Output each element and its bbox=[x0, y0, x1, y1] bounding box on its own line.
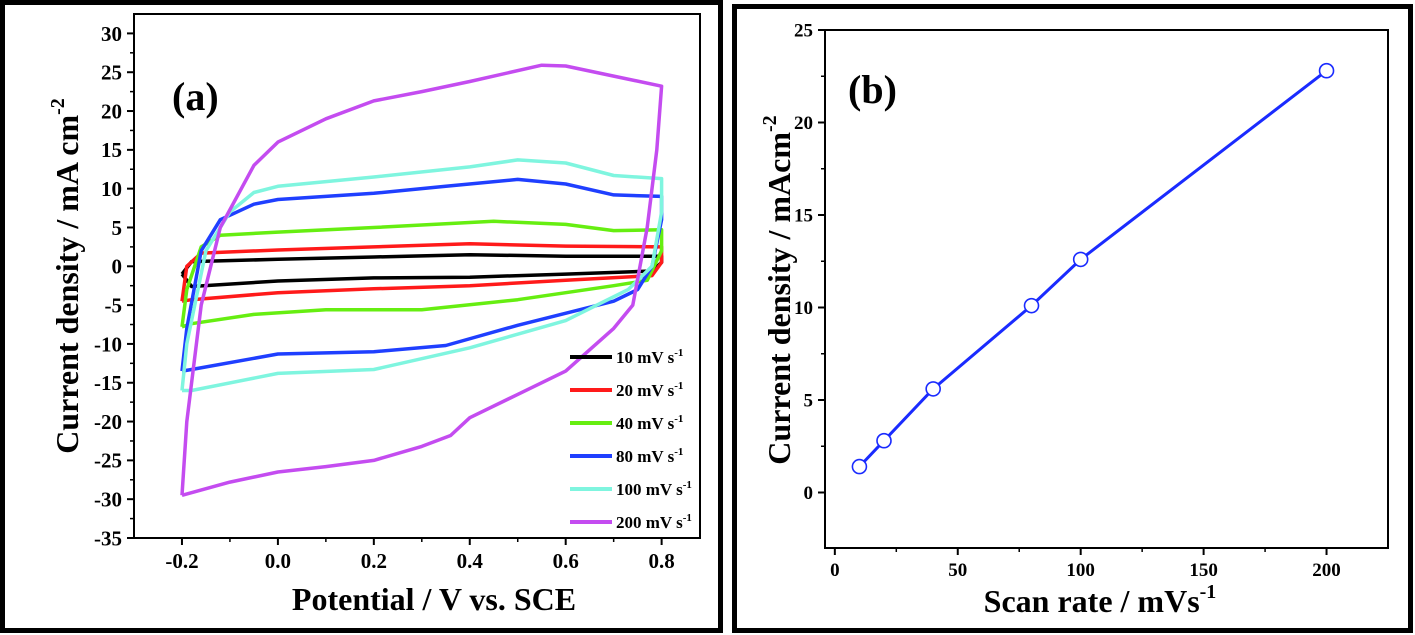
legend-label-sup: -1 bbox=[674, 446, 683, 458]
x-tick-label: 200 bbox=[1312, 560, 1341, 581]
chart-a: -0.2 0.0 0.2 0.4 0.6 0.8 30 25 20 15 10 5 0 -5 -10 -15 -… bbox=[47, 13, 701, 617]
y-axis-label-b-main: Current density / mAcm bbox=[761, 132, 797, 465]
panel-a-border bbox=[0, 0, 723, 633]
data-point bbox=[876, 432, 892, 449]
cv-curve-3 bbox=[180, 177, 664, 373]
y-tick-label: 0 bbox=[112, 255, 123, 279]
legend-label-main: 10 mV s bbox=[616, 348, 675, 367]
cv-curve-5 bbox=[180, 63, 664, 497]
legend-label-main: 20 mV s bbox=[616, 381, 675, 400]
panel-b-border bbox=[732, 4, 1413, 633]
legend-label-sup: -1 bbox=[683, 512, 692, 524]
data-point bbox=[925, 381, 941, 397]
y-tick-label: -30 bbox=[94, 488, 122, 512]
x-tick-label: 0.2 bbox=[361, 549, 387, 573]
y-tick-label: -35 bbox=[94, 526, 122, 550]
x-tick-label: 0.0 bbox=[265, 549, 291, 573]
y-tick-label: 0 bbox=[804, 483, 814, 504]
x-tick-label: 50 bbox=[948, 560, 967, 581]
data-point bbox=[851, 458, 868, 475]
axis-ticks-b: 0 50 100 150 200 0 5 10 15 20 25 bbox=[794, 21, 1341, 581]
x-axis-label-a: Potential / V vs. SCE bbox=[292, 581, 576, 617]
x-tick-label: 0 bbox=[830, 560, 840, 581]
y-tick-label: 20 bbox=[101, 99, 122, 123]
x-tick-label: 0.4 bbox=[457, 549, 484, 573]
cv-curve-4 bbox=[180, 158, 664, 393]
legend-label-sup: -1 bbox=[674, 413, 683, 425]
data-point bbox=[1318, 62, 1335, 79]
y-tick-label: 30 bbox=[101, 22, 122, 46]
y-tick-label: 5 bbox=[804, 391, 814, 412]
legend-label: 80 mV s-1 bbox=[616, 446, 683, 466]
data-point bbox=[1072, 251, 1089, 268]
legend-label-sup: -1 bbox=[674, 380, 683, 392]
panel-label-a: (a) bbox=[172, 74, 219, 119]
y-tick-label: 25 bbox=[794, 21, 813, 42]
legend-label-main: 200 mV s bbox=[616, 513, 683, 532]
legend-label: 10 mV s-1 bbox=[616, 347, 683, 367]
legend-label-main: 100 mV s bbox=[616, 480, 683, 499]
x-tick-label: 0.6 bbox=[553, 549, 579, 573]
cv-curves bbox=[180, 63, 664, 497]
chart-b: 0 50 100 150 200 0 5 10 15 20 25 (b) Scan rate / m… bbox=[759, 21, 1389, 619]
axis-ticks-a: -0.2 0.0 0.2 0.4 0.6 0.8 30 25 20 15 10 5 0 -5 -10 -15 -… bbox=[94, 22, 675, 573]
y-tick-label: -20 bbox=[94, 410, 122, 434]
x-axis-label-b-sup: -1 bbox=[1200, 581, 1217, 603]
data-series-b bbox=[851, 62, 1335, 475]
y-axis-label-a-sup: -2 bbox=[47, 98, 69, 115]
y-tick-label: -10 bbox=[94, 332, 122, 356]
x-axis-label-b-main: Scan rate / mVs bbox=[984, 583, 1200, 619]
legend-label-main: 40 mV s bbox=[616, 414, 675, 433]
y-axis-label-a-main: Current density / mA cm bbox=[49, 115, 85, 454]
legend-a: 10 mV s-120 mV s-140 mV s-180 mV s-1100 … bbox=[570, 347, 692, 532]
y-axis-label-a: Current density / mA cm-2 bbox=[47, 98, 85, 454]
y-tick-label: 10 bbox=[101, 177, 122, 201]
x-tick-label: -0.2 bbox=[165, 549, 198, 573]
y-axis-label-b-sup: -2 bbox=[759, 115, 781, 132]
x-tick-label: 0.8 bbox=[649, 549, 675, 573]
y-tick-label: 15 bbox=[101, 138, 122, 162]
cv-curve-0 bbox=[180, 252, 664, 289]
y-tick-label: 10 bbox=[794, 298, 813, 319]
legend-label: 20 mV s-1 bbox=[616, 380, 683, 400]
x-tick-label: 150 bbox=[1189, 560, 1218, 581]
y-tick-label: 5 bbox=[112, 216, 123, 240]
data-point bbox=[1023, 297, 1040, 314]
legend-label-main: 80 mV s bbox=[616, 447, 675, 466]
y-tick-label: -5 bbox=[105, 293, 123, 317]
series-line bbox=[858, 69, 1328, 468]
panel-label-b: (b) bbox=[848, 67, 897, 112]
y-tick-label: 20 bbox=[794, 113, 813, 134]
plot-frame-b bbox=[824, 29, 1389, 549]
x-axis-label-b: Scan rate / mVs-1 bbox=[984, 581, 1217, 619]
cv-curve-2 bbox=[180, 219, 664, 329]
plot-frame-a bbox=[133, 13, 701, 539]
y-tick-label: 25 bbox=[101, 61, 122, 85]
y-axis-label-b: Current density / mAcm-2 bbox=[759, 115, 797, 464]
legend-label: 40 mV s-1 bbox=[616, 413, 683, 433]
x-tick-label: 100 bbox=[1066, 560, 1095, 581]
legend-label: 100 mV s-1 bbox=[616, 479, 692, 499]
legend-label-sup: -1 bbox=[674, 347, 683, 359]
y-tick-label: -15 bbox=[94, 371, 122, 395]
y-tick-label: 15 bbox=[794, 206, 813, 227]
y-tick-label: -25 bbox=[94, 449, 122, 473]
legend-label: 200 mV s-1 bbox=[616, 512, 692, 532]
legend-label-sup: -1 bbox=[683, 479, 692, 491]
